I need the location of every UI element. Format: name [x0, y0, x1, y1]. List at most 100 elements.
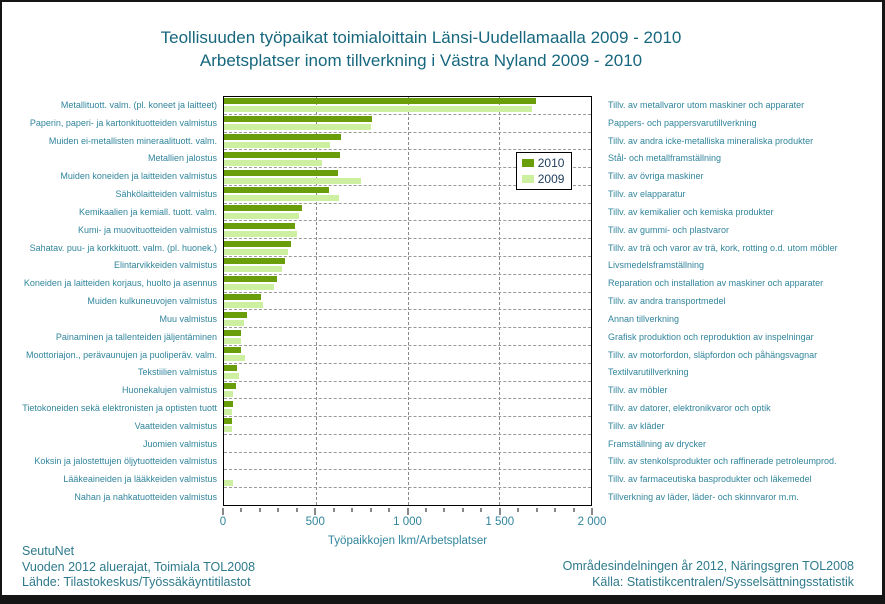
- x-axis-tick: [536, 507, 538, 512]
- category-label-sv: Tillv. av datorer, elektronikvaror och o…: [608, 402, 771, 413]
- category-label-sv: Annan tillverkning: [608, 313, 680, 324]
- legend: 2010 2009: [515, 152, 573, 190]
- x-axis-tick: [554, 507, 556, 512]
- bar-row: [224, 150, 591, 169]
- category-labels-finnish: Metallituott. valm. (pl. koneet ja laitt…: [4, 96, 220, 506]
- category-label-fi: Sahatav. puu- ja korkkituott. valm. (pl.…: [29, 242, 217, 253]
- bar-row: [224, 168, 591, 186]
- bar-2009: [224, 106, 533, 113]
- bar-2010: [224, 400, 234, 407]
- x-axis-tick: [462, 507, 464, 512]
- category-label-sv: Tillv. av farmaceutiska basprodukter och…: [608, 474, 812, 485]
- bar-row: [224, 346, 591, 364]
- bar-2010: [224, 276, 278, 283]
- x-axis-tick: [277, 507, 279, 512]
- bar-row: [224, 133, 591, 151]
- category-label-sv: Tillv. av trä och varor av trä, kork, ro…: [608, 242, 838, 253]
- bar-2009: [224, 124, 371, 131]
- category-label-fi: Metallituott. valm. (pl. koneet ja laitt…: [60, 99, 217, 110]
- x-axis-tick-label: 1 500: [485, 516, 515, 528]
- x-axis-tick-label: 1 000: [393, 516, 422, 528]
- category-label-fi: Muiden koneiden ja laitteiden valmistus: [60, 171, 217, 182]
- category-label-sv: Tillv. av gummi- och plastvaror: [608, 224, 730, 235]
- category-label-fi: Muiden ei-metallisten mineraalituott. va…: [48, 135, 217, 146]
- bar-row: [224, 399, 591, 418]
- legend-label-2010: 2010: [537, 156, 565, 170]
- category-label-fi: Muu valmistus: [159, 313, 217, 324]
- x-axis-tick-label: 500: [305, 516, 325, 528]
- bar-2009: [224, 284, 275, 291]
- footer-arearegions-sv: Områdesindelningen år 2012, Näringsgren …: [562, 559, 854, 573]
- bar-row: [224, 364, 591, 382]
- bar-row: [224, 115, 591, 133]
- bar-2009: [224, 373, 239, 380]
- category-label-fi: Muiden kulkuneuvojen valmistus: [87, 296, 217, 307]
- category-label-sv: Pappers- och pappersvarutillverkning: [608, 117, 757, 128]
- bar-row: [224, 470, 591, 489]
- x-axis-tick: [591, 507, 593, 515]
- bar-2009: [224, 213, 300, 220]
- bar-2010: [224, 116, 372, 123]
- footer-seutunet: SeutuNet: [22, 544, 75, 558]
- category-label-fi: Lääkeaineiden ja lääkkeiden valmistus: [63, 474, 217, 485]
- category-label-fi: Tekstiilien valmistus: [137, 367, 217, 378]
- category-label-sv: Tillv. av kläder: [608, 420, 665, 431]
- x-axis-tick: [573, 507, 575, 512]
- bar-2010: [224, 293, 261, 300]
- bar-row: [224, 275, 591, 293]
- x-axis-tick: [388, 507, 390, 512]
- category-label-fi: Elintarvikkeiden valmistus: [113, 260, 217, 271]
- footer-source-sv: Källa: Statistikcentralen/Sysselsättning…: [592, 574, 854, 589]
- bar-2010: [224, 365, 237, 372]
- bar-2010: [224, 418, 233, 425]
- bar-2010: [224, 347, 242, 354]
- bottom-border-bar: [2, 595, 882, 604]
- category-label-fi: Koneiden ja laitteiden korjaus, huolto j…: [23, 278, 217, 289]
- legend-item-2009: 2009: [521, 173, 564, 185]
- category-label-fi: Sähkölaitteiden valmistus: [115, 189, 217, 200]
- bar-2009: [224, 159, 323, 166]
- vertical-gridline: [499, 97, 501, 505]
- bar-2009: [224, 319, 245, 326]
- bar-2009: [224, 141, 330, 148]
- bar-2010: [224, 382, 236, 389]
- category-label-fi: Juomien valmistus: [142, 438, 217, 449]
- bar-row: [224, 417, 591, 435]
- chart-title-line1: Teollisuuden työpaikat toimialoittain Lä…: [160, 28, 682, 47]
- category-label-sv: Tillv. av möbler: [608, 385, 668, 396]
- category-label-fi: Vaatteiden valmistus: [134, 420, 217, 431]
- category-label-sv: Tillv. av metallvaror utom maskiner och …: [608, 99, 805, 110]
- category-label-sv: Grafisk produktion och reproduktion av i…: [608, 331, 814, 342]
- category-label-sv: Tillv. av motorfordon, släpfordon och på…: [608, 349, 818, 360]
- category-label-fi: Huonekalujen valmistus: [121, 385, 217, 396]
- bar-2010: [224, 311, 247, 318]
- bar-row: [224, 221, 591, 240]
- bar-2009: [224, 248, 289, 255]
- x-axis-tick: [425, 507, 427, 512]
- category-label-sv: Tillv. av elapparatur: [608, 189, 686, 200]
- bar-row: [224, 453, 591, 471]
- x-axis-tick: [314, 507, 316, 515]
- bar-row: [224, 488, 591, 505]
- bar-2009: [224, 266, 282, 273]
- category-label-fi: Kemikaalien ja kemiall. tuott. valm.: [78, 206, 217, 217]
- plot-area: 2010 2009: [223, 96, 592, 506]
- x-axis-tick-labels: 0 500 1 000 1 500 2 000: [220, 516, 607, 530]
- legend-swatch-2010: [521, 159, 534, 167]
- bar-2009: [224, 390, 234, 397]
- bar-2009: [224, 177, 361, 184]
- category-label-sv: Tillv. av stenkolsprodukter och raffiner…: [608, 456, 837, 467]
- category-label-fi: Moottoriajon., perävaunujen ja puoliperä…: [26, 349, 217, 360]
- x-axis-tick: [240, 507, 242, 512]
- x-axis-title: Työpaikkojen lkm/Arbetsplatser: [327, 535, 488, 547]
- bar-2010: [224, 240, 291, 247]
- bar-2009: [224, 230, 298, 237]
- x-axis-tick: [259, 507, 261, 512]
- x-axis-tick: [351, 507, 353, 512]
- category-label-sv: Stål- och metallframställning: [608, 153, 722, 164]
- bar-2009: [224, 355, 246, 362]
- bar-row: [224, 97, 591, 115]
- bar-row: [224, 382, 591, 400]
- bar-2009: [224, 301, 263, 308]
- bar-2009: [224, 408, 233, 415]
